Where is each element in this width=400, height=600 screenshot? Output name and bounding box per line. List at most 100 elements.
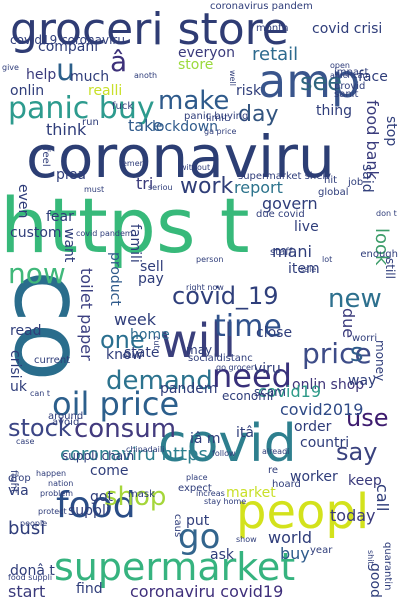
word-6: panic buy [8,91,155,126]
word-176: re [268,465,279,476]
word-158: can t [30,389,51,398]
word-75: fear [46,209,74,225]
word-111: limit [206,113,228,124]
word-28: see [300,68,343,96]
word-87: viru [254,361,281,377]
word-157: well [228,70,237,86]
word-67: thing [316,103,353,119]
word-10: will [160,314,236,368]
word-152: emerg [122,159,148,168]
word-53: covid2019 [280,400,364,419]
word-22: new [328,284,382,314]
word-112: due covid [256,209,305,220]
word-49: busi [8,518,46,539]
word-15: consum [74,414,177,444]
word-51: call [373,484,392,512]
word-27: use [346,404,389,432]
word-44: today [330,506,376,525]
word-57: take [128,116,163,135]
word-109: fuck [112,101,134,112]
word-174: around [48,411,84,422]
word-36: covid19 [258,382,322,401]
word-167: protect [38,507,67,516]
word-151: without [180,163,211,172]
word-140: staff [270,247,293,258]
word-47: home [130,327,170,343]
word-178: covid pandem [76,229,133,238]
word-105: find [76,581,103,597]
word-153: feel [40,148,51,167]
word-168: people [20,519,48,528]
word-163: hoard [272,479,301,490]
word-114: go groceri [216,363,257,372]
word-18: demand [106,366,213,396]
word-172: food suppli [8,573,53,582]
word-144: lot [322,255,333,264]
word-92: pandem [160,381,218,397]
word-120: expect [178,483,212,494]
word-156: anoth [134,71,158,80]
word-13: oil price [52,385,180,423]
word-173: case [16,437,35,446]
word-37: s [350,338,364,368]
word-26: say [336,438,378,466]
word-60: much [70,69,110,85]
word-86: close [256,325,293,341]
word-110: run [82,117,99,128]
word-102: worker [290,469,338,485]
word-122: via [8,483,29,499]
word-43: market [226,485,276,501]
word-83: state [124,345,160,361]
word-170: nation [48,479,74,488]
word-177: shit [366,550,375,565]
word-132: impact [334,67,369,78]
word-95: order [294,419,332,435]
word-3: https t [0,181,250,270]
word-64: face [358,69,388,85]
word-155: give [2,63,19,72]
word-175: chinadaili [126,445,165,454]
word-7: peopl [236,484,370,540]
word-77: sell [140,259,164,275]
word-113: socialdistanc [188,353,253,364]
word-11: go [178,517,221,557]
word-107: risk [236,83,262,99]
word-9: food [56,485,136,526]
word-127: year [310,545,333,556]
word-31: day [238,102,279,127]
word-93: economi [222,389,274,403]
word-103: ask [210,547,234,563]
word-82: crisi [7,350,23,379]
word-171: happen [36,469,67,478]
word-71: tri [136,174,154,193]
word-117: iâ m [190,431,221,447]
word-73: want [61,228,77,263]
word-54: product [107,252,123,306]
word-139: global [318,187,349,198]
word-78: pay [138,271,164,287]
word-119: mask [128,489,155,500]
word-1: amp [258,54,361,108]
word-50: start [8,582,46,600]
word-134: open [330,61,350,70]
word-25: stock [8,414,72,442]
word-24: shop [104,482,167,512]
word-161: alreadi [262,447,290,456]
word-52: world [268,528,313,547]
word-135: ga price [204,127,237,136]
word-61: compani [38,39,99,55]
word-136: panic buying [184,111,249,122]
word-5: covid [158,414,297,474]
word-142: right now [186,283,224,292]
word-32: coronaviru https [60,444,208,465]
word-42: lockdown [152,119,219,135]
word-121: place [186,473,208,482]
word-91: uk [10,379,27,395]
word-145: still [383,258,397,279]
word-20: make [158,86,230,116]
word-29: u [56,53,76,88]
word-65: onlin [10,83,45,99]
word-85: may [186,343,213,357]
word-137: supermarket shelv [238,171,332,182]
word-115: donâ t [10,563,55,579]
